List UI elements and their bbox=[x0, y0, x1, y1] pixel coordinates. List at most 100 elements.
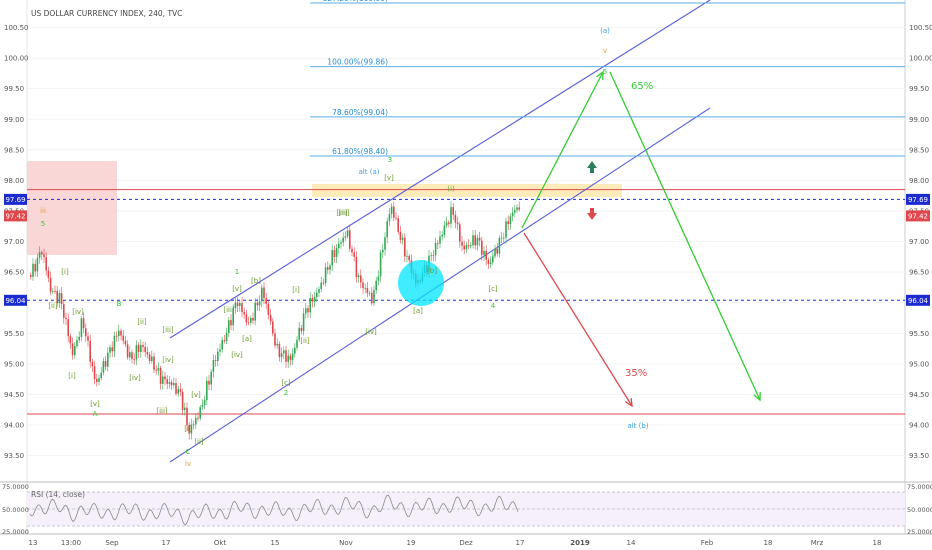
wave-label-27: 1 bbox=[235, 268, 239, 276]
candle-body-84 bbox=[214, 360, 217, 361]
candle-body-153 bbox=[366, 287, 369, 293]
candle-body-51 bbox=[142, 345, 144, 347]
wave-label-2: 5 bbox=[603, 68, 607, 76]
candle-body-71 bbox=[186, 407, 188, 426]
candle-body-18 bbox=[69, 336, 72, 344]
candle-body-64 bbox=[170, 382, 173, 386]
down-marker-icon bbox=[587, 208, 597, 220]
x-tick-3: 17 bbox=[162, 539, 171, 547]
time-axis: 13 13:00 Sep 17 Okt 15 Nov 19 Dez 17 2019 14 Feb 18 Mr… bbox=[29, 539, 882, 547]
wave-label-13: B bbox=[117, 300, 122, 308]
candle-body-81 bbox=[208, 380, 210, 385]
candle-body-185 bbox=[437, 242, 439, 244]
x-tick-1: 13:00 bbox=[61, 539, 81, 547]
y-tick-right-0: 100.50 bbox=[909, 24, 932, 32]
candle-body-139 bbox=[335, 248, 338, 258]
candle-body-88 bbox=[223, 340, 226, 342]
candle-body-28 bbox=[91, 361, 94, 367]
wave-label-21: [iii] bbox=[156, 407, 168, 415]
price-flag-left-text-0: 97.69 bbox=[5, 196, 25, 204]
channel-upper bbox=[169, 0, 711, 339]
candle-body-123 bbox=[300, 327, 303, 331]
price-flag-left-0 bbox=[4, 193, 27, 205]
candle-body-164 bbox=[390, 206, 393, 214]
candle-body-109 bbox=[269, 314, 272, 322]
price-flag-left-text-1: 97.42 bbox=[5, 212, 25, 220]
rsi-label: RSI (14, close) bbox=[31, 490, 85, 499]
candle-body-198 bbox=[465, 245, 468, 250]
wave-label-6: (i) bbox=[447, 185, 455, 193]
y-tick-left-0: 100.50 bbox=[4, 24, 29, 32]
candle-body-182 bbox=[430, 255, 432, 257]
candle-body-122 bbox=[298, 327, 300, 340]
candle-body-77 bbox=[199, 407, 201, 419]
candle-body-70 bbox=[184, 407, 186, 410]
price-flag-right-text-0: 97.69 bbox=[908, 196, 928, 204]
arrow-down-35-head bbox=[624, 397, 633, 408]
wave-label-5: [v] bbox=[384, 174, 394, 182]
candle-body-102 bbox=[254, 302, 256, 321]
rsi-tick-left-2: 25.0000 bbox=[2, 528, 29, 536]
candle-body-155 bbox=[371, 292, 373, 304]
candle-body-112 bbox=[276, 343, 278, 346]
candle-body-215 bbox=[503, 237, 505, 239]
candle-body-96 bbox=[241, 303, 243, 312]
candle-body-163 bbox=[388, 213, 391, 222]
wave-label-7: [iii] bbox=[338, 209, 350, 217]
y-tick-right-2: 99.50 bbox=[909, 85, 929, 93]
wave-label-19: [v] bbox=[90, 400, 100, 408]
wave-label-10: [i] bbox=[61, 268, 69, 276]
candle-body-60 bbox=[162, 376, 164, 384]
candle-body-107 bbox=[265, 298, 267, 304]
candle-body-9 bbox=[49, 277, 52, 292]
candle-body-99 bbox=[247, 322, 250, 324]
candle-body-149 bbox=[357, 275, 360, 278]
candle-body-23 bbox=[80, 318, 83, 337]
candle-body-133 bbox=[322, 282, 325, 284]
wave-label-40: [b] bbox=[427, 267, 437, 275]
candle-body-125 bbox=[305, 308, 307, 314]
candle-body-91 bbox=[230, 320, 232, 326]
candle-body-2 bbox=[34, 263, 36, 272]
price-flags: 97.69 97.69 97.42 97.42 96.04 96.04 bbox=[4, 193, 930, 306]
arrow-down-35 bbox=[523, 232, 633, 407]
wave-label-12: [iv] bbox=[72, 308, 84, 316]
candle-body-57 bbox=[155, 369, 157, 371]
candle-body-192 bbox=[452, 207, 454, 215]
candle-body-187 bbox=[441, 234, 443, 237]
wave-label-8: iii bbox=[40, 207, 46, 215]
candle-body-13 bbox=[58, 293, 61, 304]
candle-body-168 bbox=[399, 231, 402, 240]
candle-body-142 bbox=[342, 237, 344, 243]
candle-body-87 bbox=[221, 340, 223, 350]
candle-body-39 bbox=[115, 335, 118, 337]
candle-body-186 bbox=[439, 236, 441, 244]
candle-body-22 bbox=[78, 336, 80, 341]
candle-body-140 bbox=[338, 243, 340, 249]
candle-body-24 bbox=[82, 318, 85, 329]
candle-body-119 bbox=[291, 353, 294, 360]
candle-body-106 bbox=[263, 287, 265, 299]
candle-body-47 bbox=[133, 359, 135, 360]
x-tick-7: 19 bbox=[407, 539, 416, 547]
candle-body-74 bbox=[192, 424, 195, 426]
rsi-line bbox=[29, 494, 519, 526]
candle-body-126 bbox=[307, 308, 309, 313]
y-tick-right-13: 94.00 bbox=[909, 422, 929, 430]
price-flag-right-text-2: 96.04 bbox=[908, 297, 929, 305]
candle-body-1 bbox=[32, 263, 34, 277]
candle-body-199 bbox=[467, 245, 470, 247]
candle-body-21 bbox=[76, 340, 78, 347]
candle-body-44 bbox=[126, 344, 129, 358]
candle-body-203 bbox=[476, 237, 479, 246]
wave-label-25: C bbox=[186, 448, 191, 456]
x-tick-15: 18 bbox=[873, 539, 882, 547]
candle-body-36 bbox=[109, 347, 111, 353]
candle-body-152 bbox=[364, 287, 366, 289]
candle-body-48 bbox=[135, 345, 138, 360]
candle-body-10 bbox=[52, 290, 54, 292]
candle-body-170 bbox=[404, 237, 406, 257]
candle-body-131 bbox=[318, 289, 320, 293]
candle-body-118 bbox=[289, 355, 292, 360]
